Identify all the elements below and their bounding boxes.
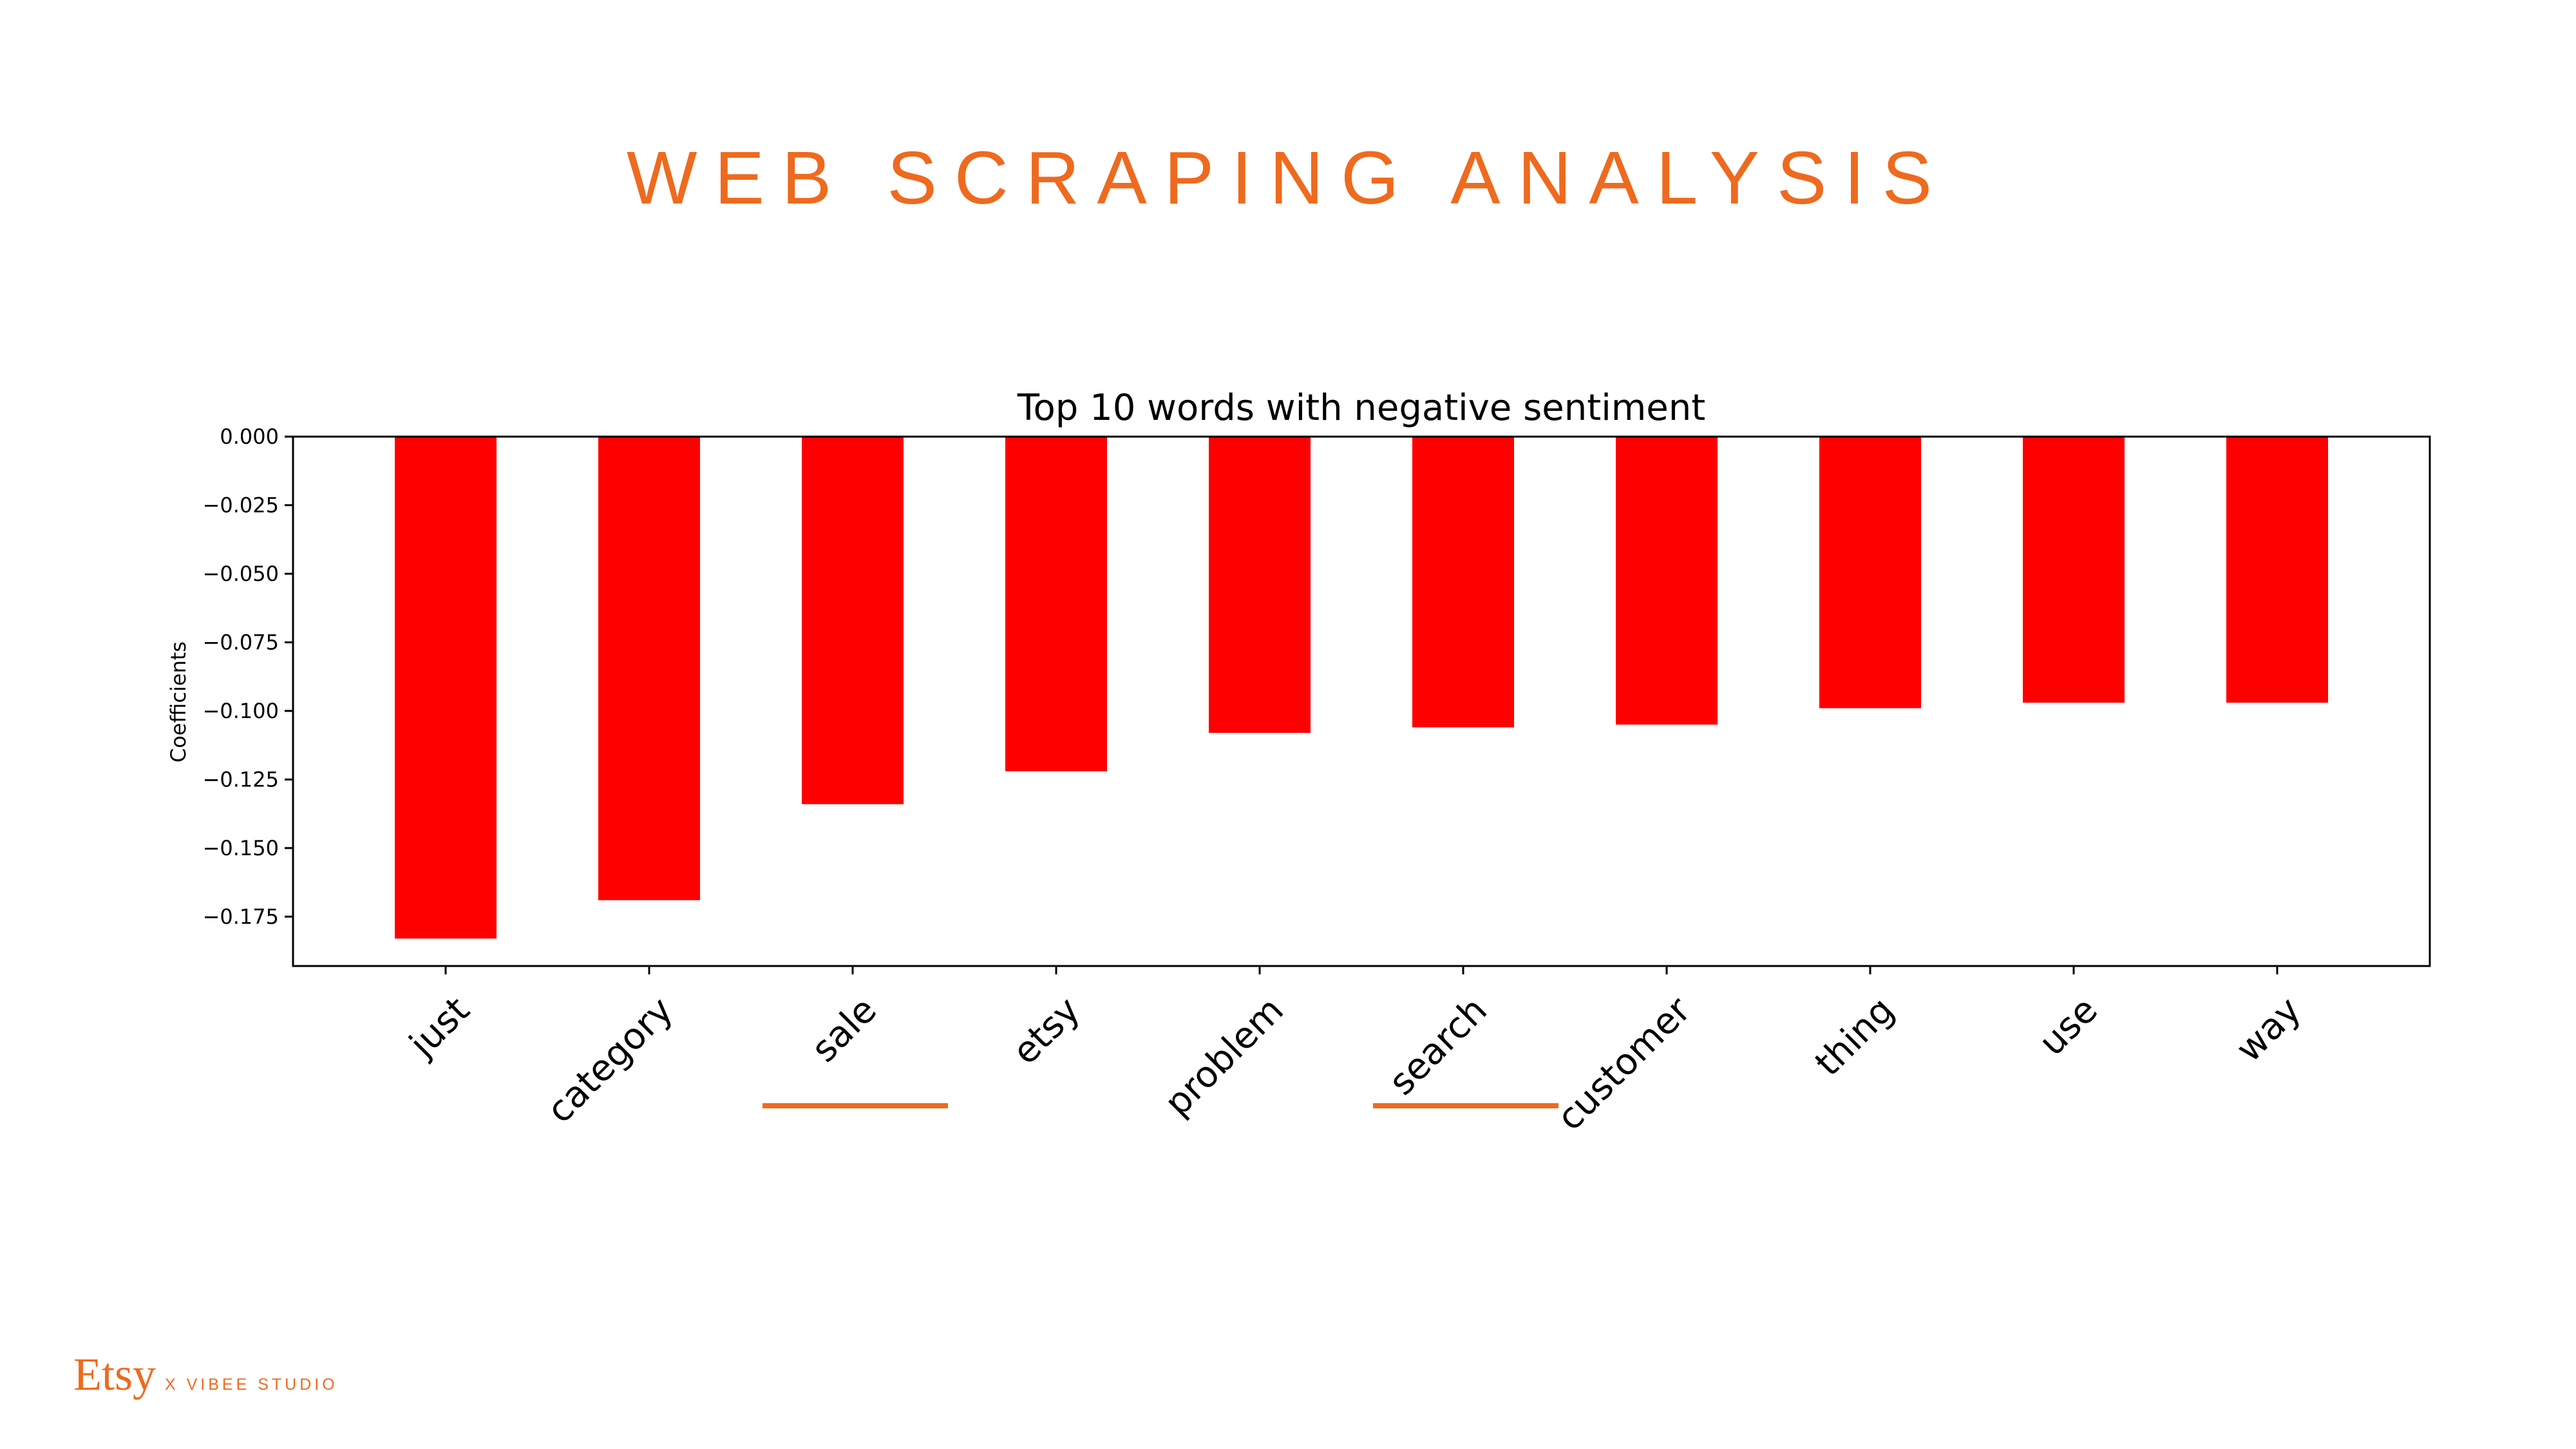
y-tick-label: −0.175 — [203, 904, 279, 929]
y-tick-label: −0.075 — [203, 630, 279, 654]
bars-layer — [395, 437, 2328, 939]
y-axis: 0.000 −0.025 −0.050 −0.075 −0.100 −0.125 −0.15… — [203, 424, 293, 929]
y-tick-label: −0.150 — [203, 836, 279, 860]
y-tick-label: −0.125 — [203, 767, 279, 791]
bar-sale — [802, 437, 904, 804]
bar-problem — [1209, 437, 1311, 733]
y-tick-label: −0.050 — [203, 562, 279, 586]
brand-tagline: X VIBEE STUDIO — [165, 1376, 338, 1394]
x-tick-label: way — [2228, 989, 2309, 1070]
bar-customer — [1616, 437, 1718, 725]
y-tick-label: −0.100 — [203, 699, 279, 723]
y-axis-label: Coefficients — [166, 641, 191, 762]
x-tick-label: category — [539, 989, 681, 1132]
bar-thing — [1819, 437, 1921, 708]
bar-way — [2226, 437, 2328, 703]
x-tick-label: problem — [1157, 989, 1292, 1124]
x-tick-label: sale — [804, 989, 885, 1070]
footer-logo: Etsy X VIBEE STUDIO — [73, 1351, 338, 1397]
bar-just — [395, 437, 497, 939]
y-tick-label: 0.000 — [220, 424, 279, 449]
slide-title: WEB SCRAPING ANALYSIS — [627, 136, 1949, 220]
x-tick-label: just — [401, 989, 478, 1066]
bar-category — [598, 437, 700, 900]
bar-search — [1412, 437, 1514, 728]
brand-logo: Etsy — [73, 1349, 156, 1400]
chart-title: Top 10 words with negative sentiment — [1017, 387, 1705, 429]
bar-use — [2023, 437, 2125, 703]
x-tick-label: etsy — [1005, 989, 1088, 1073]
plot-frame — [292, 435, 2431, 967]
y-tick-label: −0.025 — [203, 493, 279, 517]
bar-etsy — [1005, 437, 1107, 772]
x-tick-label: search — [1381, 989, 1495, 1104]
x-tick-label: use — [2031, 989, 2106, 1064]
x-tick-label: customer — [1549, 989, 1699, 1139]
x-axis: just category sale etsy problem search custome… — [401, 966, 2309, 1139]
x-tick-label: thing — [1807, 989, 1902, 1084]
